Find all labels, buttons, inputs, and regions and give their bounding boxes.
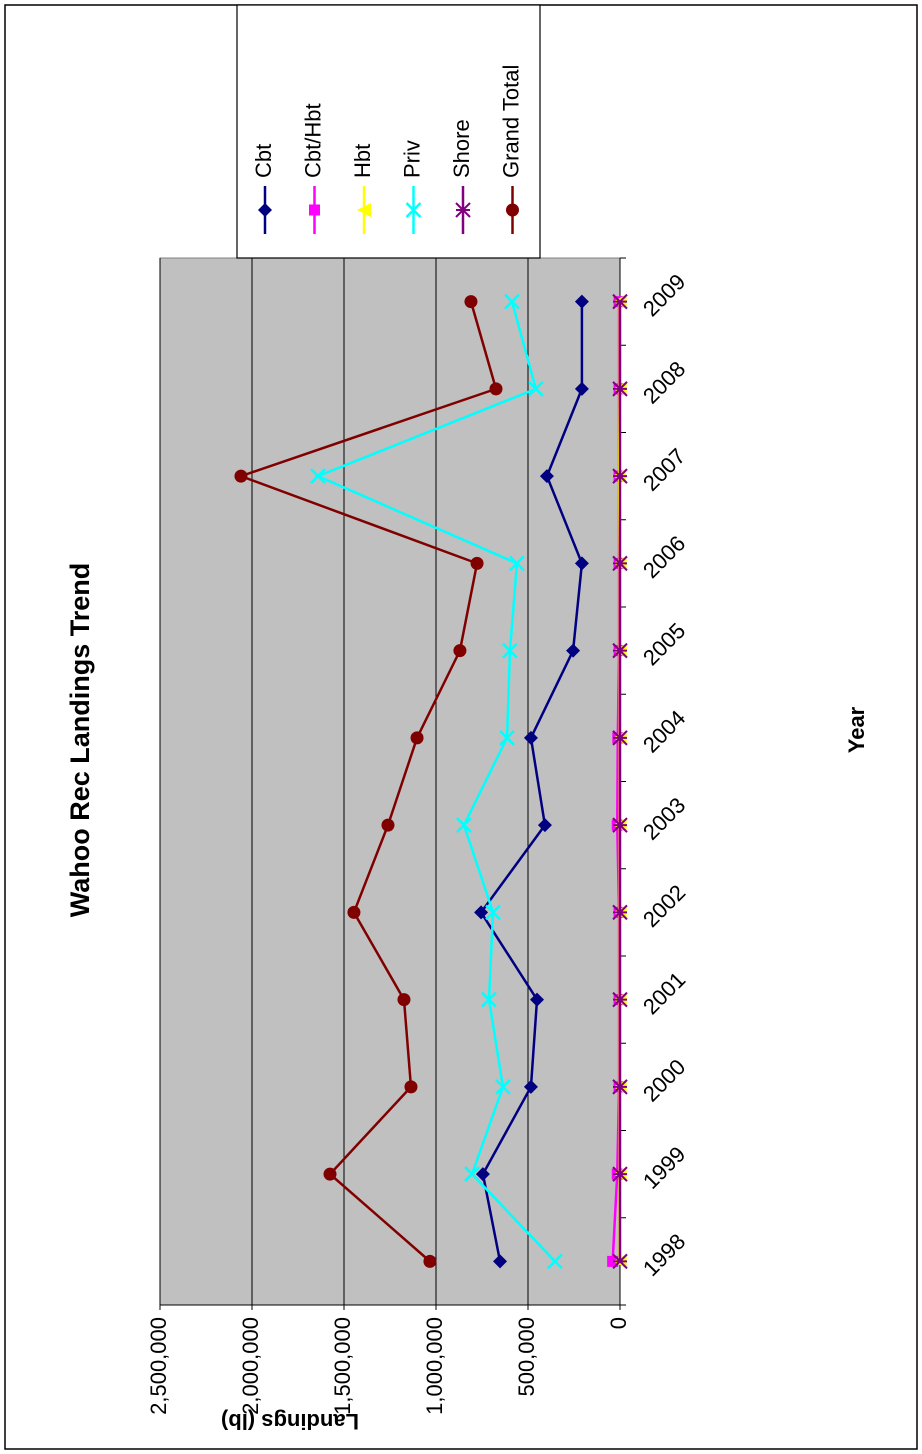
marker — [523, 1079, 538, 1094]
chart-body: Wahoo Rec Landings Trend Year Landings (… — [4, 4, 918, 1450]
marker — [612, 1166, 628, 1182]
marker — [474, 905, 489, 920]
legend-marker — [357, 203, 371, 217]
x-axis-title: Year — [844, 706, 869, 753]
marker — [489, 382, 503, 396]
marker — [456, 817, 472, 834]
marker — [423, 1254, 437, 1268]
marker — [470, 556, 484, 570]
y-tick-label: 500,000 — [514, 1317, 539, 1397]
series-line — [314, 301, 556, 1263]
marker — [410, 731, 424, 745]
y-tick-label: 0 — [606, 1317, 631, 1329]
marker — [509, 555, 525, 572]
legend-label: Priv — [399, 140, 424, 178]
legend-label: Hbt — [350, 144, 375, 178]
legend-label: Shore — [449, 119, 474, 178]
marker — [612, 468, 628, 484]
marker — [612, 904, 628, 921]
marker — [499, 729, 515, 746]
marker — [612, 817, 628, 833]
chart-title: Wahoo Rec Landings Trend — [65, 563, 95, 918]
marker — [612, 293, 628, 310]
marker — [547, 1253, 563, 1270]
marker — [323, 1167, 337, 1181]
legend-label: Cbt — [251, 144, 276, 178]
marker — [574, 294, 589, 309]
marker — [537, 818, 552, 833]
marker — [566, 643, 581, 658]
marker — [464, 295, 478, 309]
marker — [612, 730, 628, 746]
legend-marker — [506, 203, 519, 217]
marker — [464, 1166, 480, 1183]
legend-marker — [309, 204, 320, 216]
y-tick-label: 2,500,000 — [146, 1317, 171, 1415]
marker — [481, 991, 497, 1008]
legend-marker — [405, 202, 422, 218]
marker — [539, 469, 554, 484]
y-tick-label: 2,000,000 — [238, 1317, 263, 1415]
marker — [397, 993, 411, 1007]
legend-marker — [455, 202, 471, 218]
marker — [574, 556, 589, 571]
marker — [234, 469, 248, 483]
marker — [612, 991, 628, 1008]
marker — [530, 992, 545, 1007]
marker — [574, 381, 589, 396]
series-line — [479, 301, 584, 1262]
legend-marker — [258, 203, 272, 217]
marker — [504, 293, 520, 310]
marker — [381, 818, 395, 832]
marker — [528, 380, 544, 397]
marker — [347, 905, 361, 919]
y-tick-label: 1,500,000 — [330, 1317, 355, 1415]
marker — [453, 644, 467, 658]
legend-label: Cbt/Hbt — [300, 103, 325, 178]
marker — [310, 468, 326, 485]
marker — [502, 642, 518, 659]
marker — [612, 1079, 628, 1095]
legend-label: Grand Total — [498, 65, 523, 178]
y-tick-label: 1,000,000 — [422, 1317, 447, 1415]
marker — [493, 1254, 508, 1269]
marker — [523, 730, 538, 745]
legend-box — [236, 4, 541, 259]
series-line — [237, 301, 498, 1263]
marker — [495, 1078, 511, 1095]
marker — [485, 904, 501, 921]
marker — [612, 555, 628, 572]
marker — [612, 381, 628, 397]
marker — [475, 1167, 490, 1182]
plot-area — [159, 257, 621, 1306]
marker — [404, 1080, 418, 1094]
y-axis-title: Landings (lb) — [221, 1409, 359, 1434]
marker — [612, 1253, 628, 1270]
marker — [612, 642, 628, 659]
